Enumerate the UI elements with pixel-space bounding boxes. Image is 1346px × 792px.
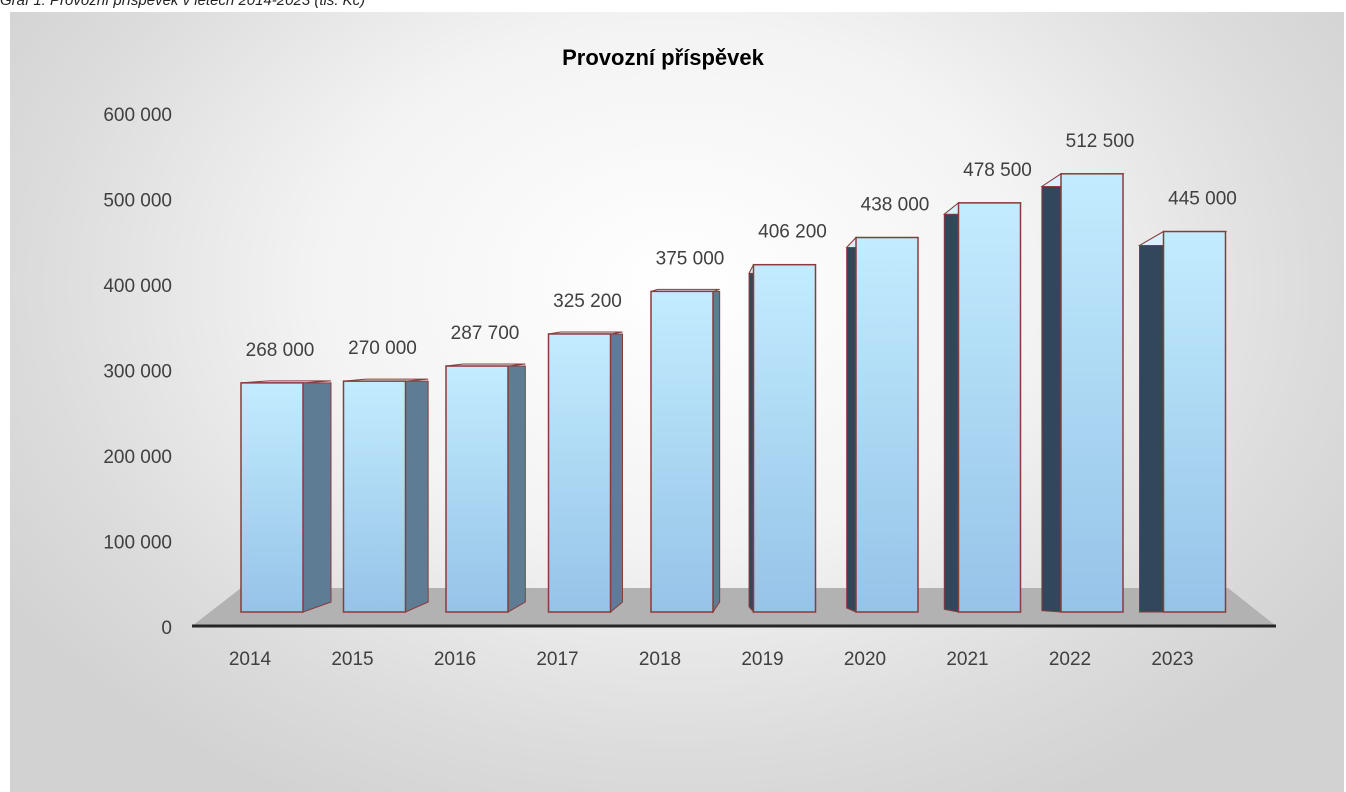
- chart-area: Provozní příspěvek 0 100 000 200 000 300 00…: [10, 12, 1344, 792]
- bar-front: [752, 263, 817, 613]
- bar-2014: [240, 380, 332, 613]
- y-tick-label: 0: [161, 618, 172, 639]
- y-tick-label: 400 000: [103, 276, 172, 297]
- x-tick-label: 2021: [946, 649, 988, 670]
- bar-side: [846, 236, 857, 613]
- bar-side: [405, 380, 429, 613]
- data-label: 375 000: [656, 248, 725, 269]
- bar-front: [1060, 173, 1124, 613]
- x-tick-label: 2016: [434, 649, 476, 670]
- data-label: 268 000: [246, 340, 315, 361]
- bar-front: [957, 202, 1022, 613]
- data-label: 438 000: [861, 195, 930, 216]
- bar-2016: [445, 363, 526, 613]
- data-label: 445 000: [1168, 189, 1237, 210]
- data-label: 270 000: [348, 338, 417, 359]
- data-label: 512 500: [1066, 131, 1135, 152]
- bar-2021: [942, 201, 1022, 613]
- bar-front: [342, 380, 407, 613]
- data-label: 287 700: [451, 323, 520, 344]
- bar-chart: Provozní příspěvek 0 100 000 200 000 300 00…: [103, 45, 1276, 670]
- bar-side: [610, 333, 623, 614]
- x-tick-label: 2020: [844, 649, 886, 670]
- y-tick-label: 600 000: [103, 105, 172, 126]
- bar-2020: [845, 236, 920, 613]
- y-tick-label: 300 000: [103, 362, 172, 383]
- bar-front: [547, 333, 612, 613]
- bar-front: [650, 290, 714, 613]
- y-tick-label: 100 000: [103, 533, 172, 554]
- x-tick-label: 2018: [639, 649, 681, 670]
- bar-side: [712, 290, 721, 614]
- bar-2019: [748, 263, 817, 614]
- x-tick-label: 2023: [1151, 649, 1193, 670]
- y-tick-label: 200 000: [103, 447, 172, 468]
- x-tick-label: 2014: [229, 649, 272, 670]
- x-tick-label: 2015: [331, 649, 373, 670]
- bar-side: [943, 201, 959, 613]
- bar-side: [302, 382, 332, 613]
- y-tick-label: 500 000: [103, 191, 172, 212]
- figure-caption: Graf 1: Provozní příspěvek v letech 2014…: [0, 0, 366, 9]
- bar-front: [240, 382, 304, 613]
- bar-front: [1162, 230, 1227, 613]
- bar-2017: [547, 331, 623, 614]
- x-tick-label: 2017: [536, 649, 578, 670]
- bar-2015: [342, 378, 429, 613]
- bar-front: [855, 236, 919, 613]
- bar-2023: [1137, 230, 1228, 613]
- data-label: 325 200: [553, 291, 622, 312]
- data-label: 406 200: [758, 222, 827, 243]
- bar-2018: [650, 288, 721, 614]
- x-tick-label: 2019: [741, 649, 783, 670]
- bar-side: [1139, 230, 1164, 613]
- bar-front: [445, 365, 509, 613]
- bar-side: [507, 365, 526, 613]
- data-label: 478 500: [963, 160, 1032, 181]
- x-tick-label: 2022: [1049, 649, 1091, 670]
- bar-side: [1041, 172, 1062, 613]
- chart-title: Provozní příspěvek: [562, 45, 765, 70]
- bar-2022: [1040, 172, 1125, 613]
